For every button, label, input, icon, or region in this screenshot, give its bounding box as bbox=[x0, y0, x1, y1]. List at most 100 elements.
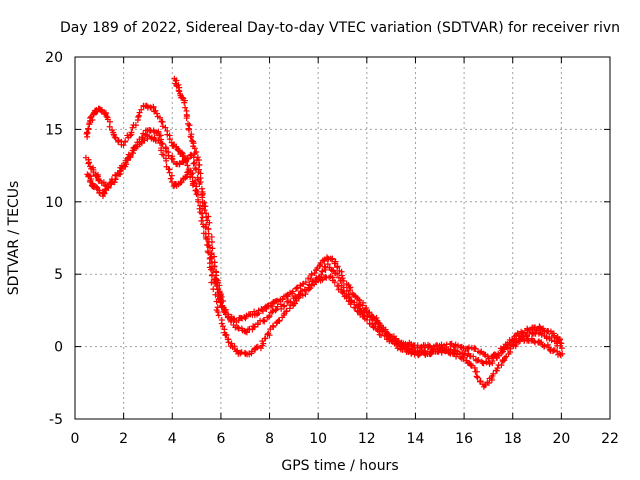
data-point bbox=[490, 370, 497, 377]
data-point bbox=[306, 282, 313, 289]
data-point bbox=[251, 308, 258, 315]
data-point bbox=[135, 113, 142, 120]
data-point bbox=[348, 297, 355, 304]
data-point bbox=[507, 342, 514, 349]
data-point bbox=[397, 341, 404, 348]
data-point bbox=[193, 148, 200, 155]
x-axis-tick-labels: 0 2 4 6 8 10 12 14 16 18 20 22 bbox=[71, 431, 619, 447]
data-point bbox=[88, 175, 95, 182]
data-point bbox=[225, 313, 232, 320]
data-point bbox=[118, 165, 125, 172]
data-point bbox=[409, 346, 416, 353]
data-point bbox=[213, 282, 220, 289]
data-point bbox=[203, 221, 210, 228]
y-axis-label: SDTVAR / TECUs bbox=[6, 181, 22, 296]
data-point bbox=[193, 191, 200, 198]
data-point bbox=[194, 154, 201, 161]
data-point bbox=[205, 230, 212, 237]
data-point bbox=[312, 278, 319, 285]
data-point bbox=[272, 307, 279, 314]
data-point bbox=[191, 150, 198, 157]
chart-title: Day 189 of 2022, Sidereal Day-to-day VTE… bbox=[60, 20, 620, 36]
data-point bbox=[187, 174, 194, 181]
x-tick-label: 16 bbox=[455, 431, 473, 447]
data-point bbox=[196, 205, 203, 212]
data-point bbox=[378, 331, 385, 338]
data-point bbox=[204, 217, 211, 224]
x-tick-label: 6 bbox=[216, 431, 225, 447]
data-point bbox=[260, 317, 267, 324]
data-point bbox=[182, 104, 189, 111]
data-point bbox=[104, 183, 111, 190]
data-point bbox=[548, 337, 555, 344]
data-point bbox=[460, 355, 467, 362]
data-point bbox=[206, 264, 213, 271]
data-point bbox=[208, 259, 215, 266]
data-point bbox=[184, 162, 191, 169]
data-point bbox=[334, 263, 341, 270]
data-point bbox=[559, 350, 566, 357]
data-point bbox=[168, 155, 175, 162]
data-point bbox=[156, 114, 163, 121]
data-point bbox=[243, 329, 250, 336]
x-tick-label: 10 bbox=[309, 431, 327, 447]
data-point bbox=[85, 160, 92, 167]
x-tick-label: 20 bbox=[552, 431, 570, 447]
data-point bbox=[184, 155, 191, 162]
data-point bbox=[394, 339, 401, 346]
data-point bbox=[200, 203, 207, 210]
data-point bbox=[213, 276, 220, 283]
data-point bbox=[308, 270, 315, 277]
data-point bbox=[265, 314, 272, 321]
data-point bbox=[292, 294, 299, 301]
data-point bbox=[361, 312, 368, 319]
data-point bbox=[178, 149, 185, 156]
data-point bbox=[127, 154, 134, 161]
data-point bbox=[198, 185, 205, 192]
data-point bbox=[197, 209, 204, 216]
data-point bbox=[138, 106, 145, 113]
data-point bbox=[85, 125, 92, 132]
data-point bbox=[194, 196, 201, 203]
data-point bbox=[175, 147, 182, 154]
data-point bbox=[541, 342, 548, 349]
data-point bbox=[302, 279, 309, 286]
data-point bbox=[211, 263, 218, 270]
x-tick-label: 0 bbox=[71, 431, 80, 447]
series-trace-a bbox=[83, 102, 565, 362]
y-axis-tick-labels: -5 0 5 10 15 20 bbox=[45, 50, 63, 428]
data-point bbox=[400, 342, 407, 349]
data-point bbox=[277, 301, 284, 308]
data-point bbox=[502, 354, 509, 361]
data-point bbox=[135, 112, 142, 119]
data-point bbox=[111, 179, 118, 186]
data-point bbox=[287, 299, 294, 306]
data-point bbox=[261, 335, 268, 342]
data-point bbox=[533, 327, 540, 334]
data-point bbox=[494, 365, 501, 372]
data-point bbox=[162, 124, 169, 131]
data-point bbox=[447, 346, 454, 353]
data-point bbox=[392, 338, 399, 345]
y-tick-label: 20 bbox=[45, 50, 63, 66]
data-point bbox=[112, 176, 119, 183]
data-point bbox=[158, 140, 165, 147]
series-trace-c bbox=[82, 127, 565, 367]
data-point bbox=[295, 291, 302, 298]
data-point bbox=[346, 294, 353, 301]
data-point bbox=[238, 349, 245, 356]
data-point bbox=[122, 138, 129, 145]
data-point bbox=[281, 302, 288, 309]
data-point bbox=[214, 286, 221, 293]
data-point bbox=[259, 308, 266, 315]
data-point bbox=[216, 289, 223, 296]
data-point bbox=[190, 160, 197, 167]
series-trace-d bbox=[171, 75, 228, 315]
data-point bbox=[108, 178, 115, 185]
data-point bbox=[127, 132, 134, 139]
data-point bbox=[103, 113, 110, 120]
data-point bbox=[498, 362, 505, 369]
data-point bbox=[203, 213, 210, 220]
data-point bbox=[183, 115, 190, 122]
data-point bbox=[524, 327, 531, 334]
